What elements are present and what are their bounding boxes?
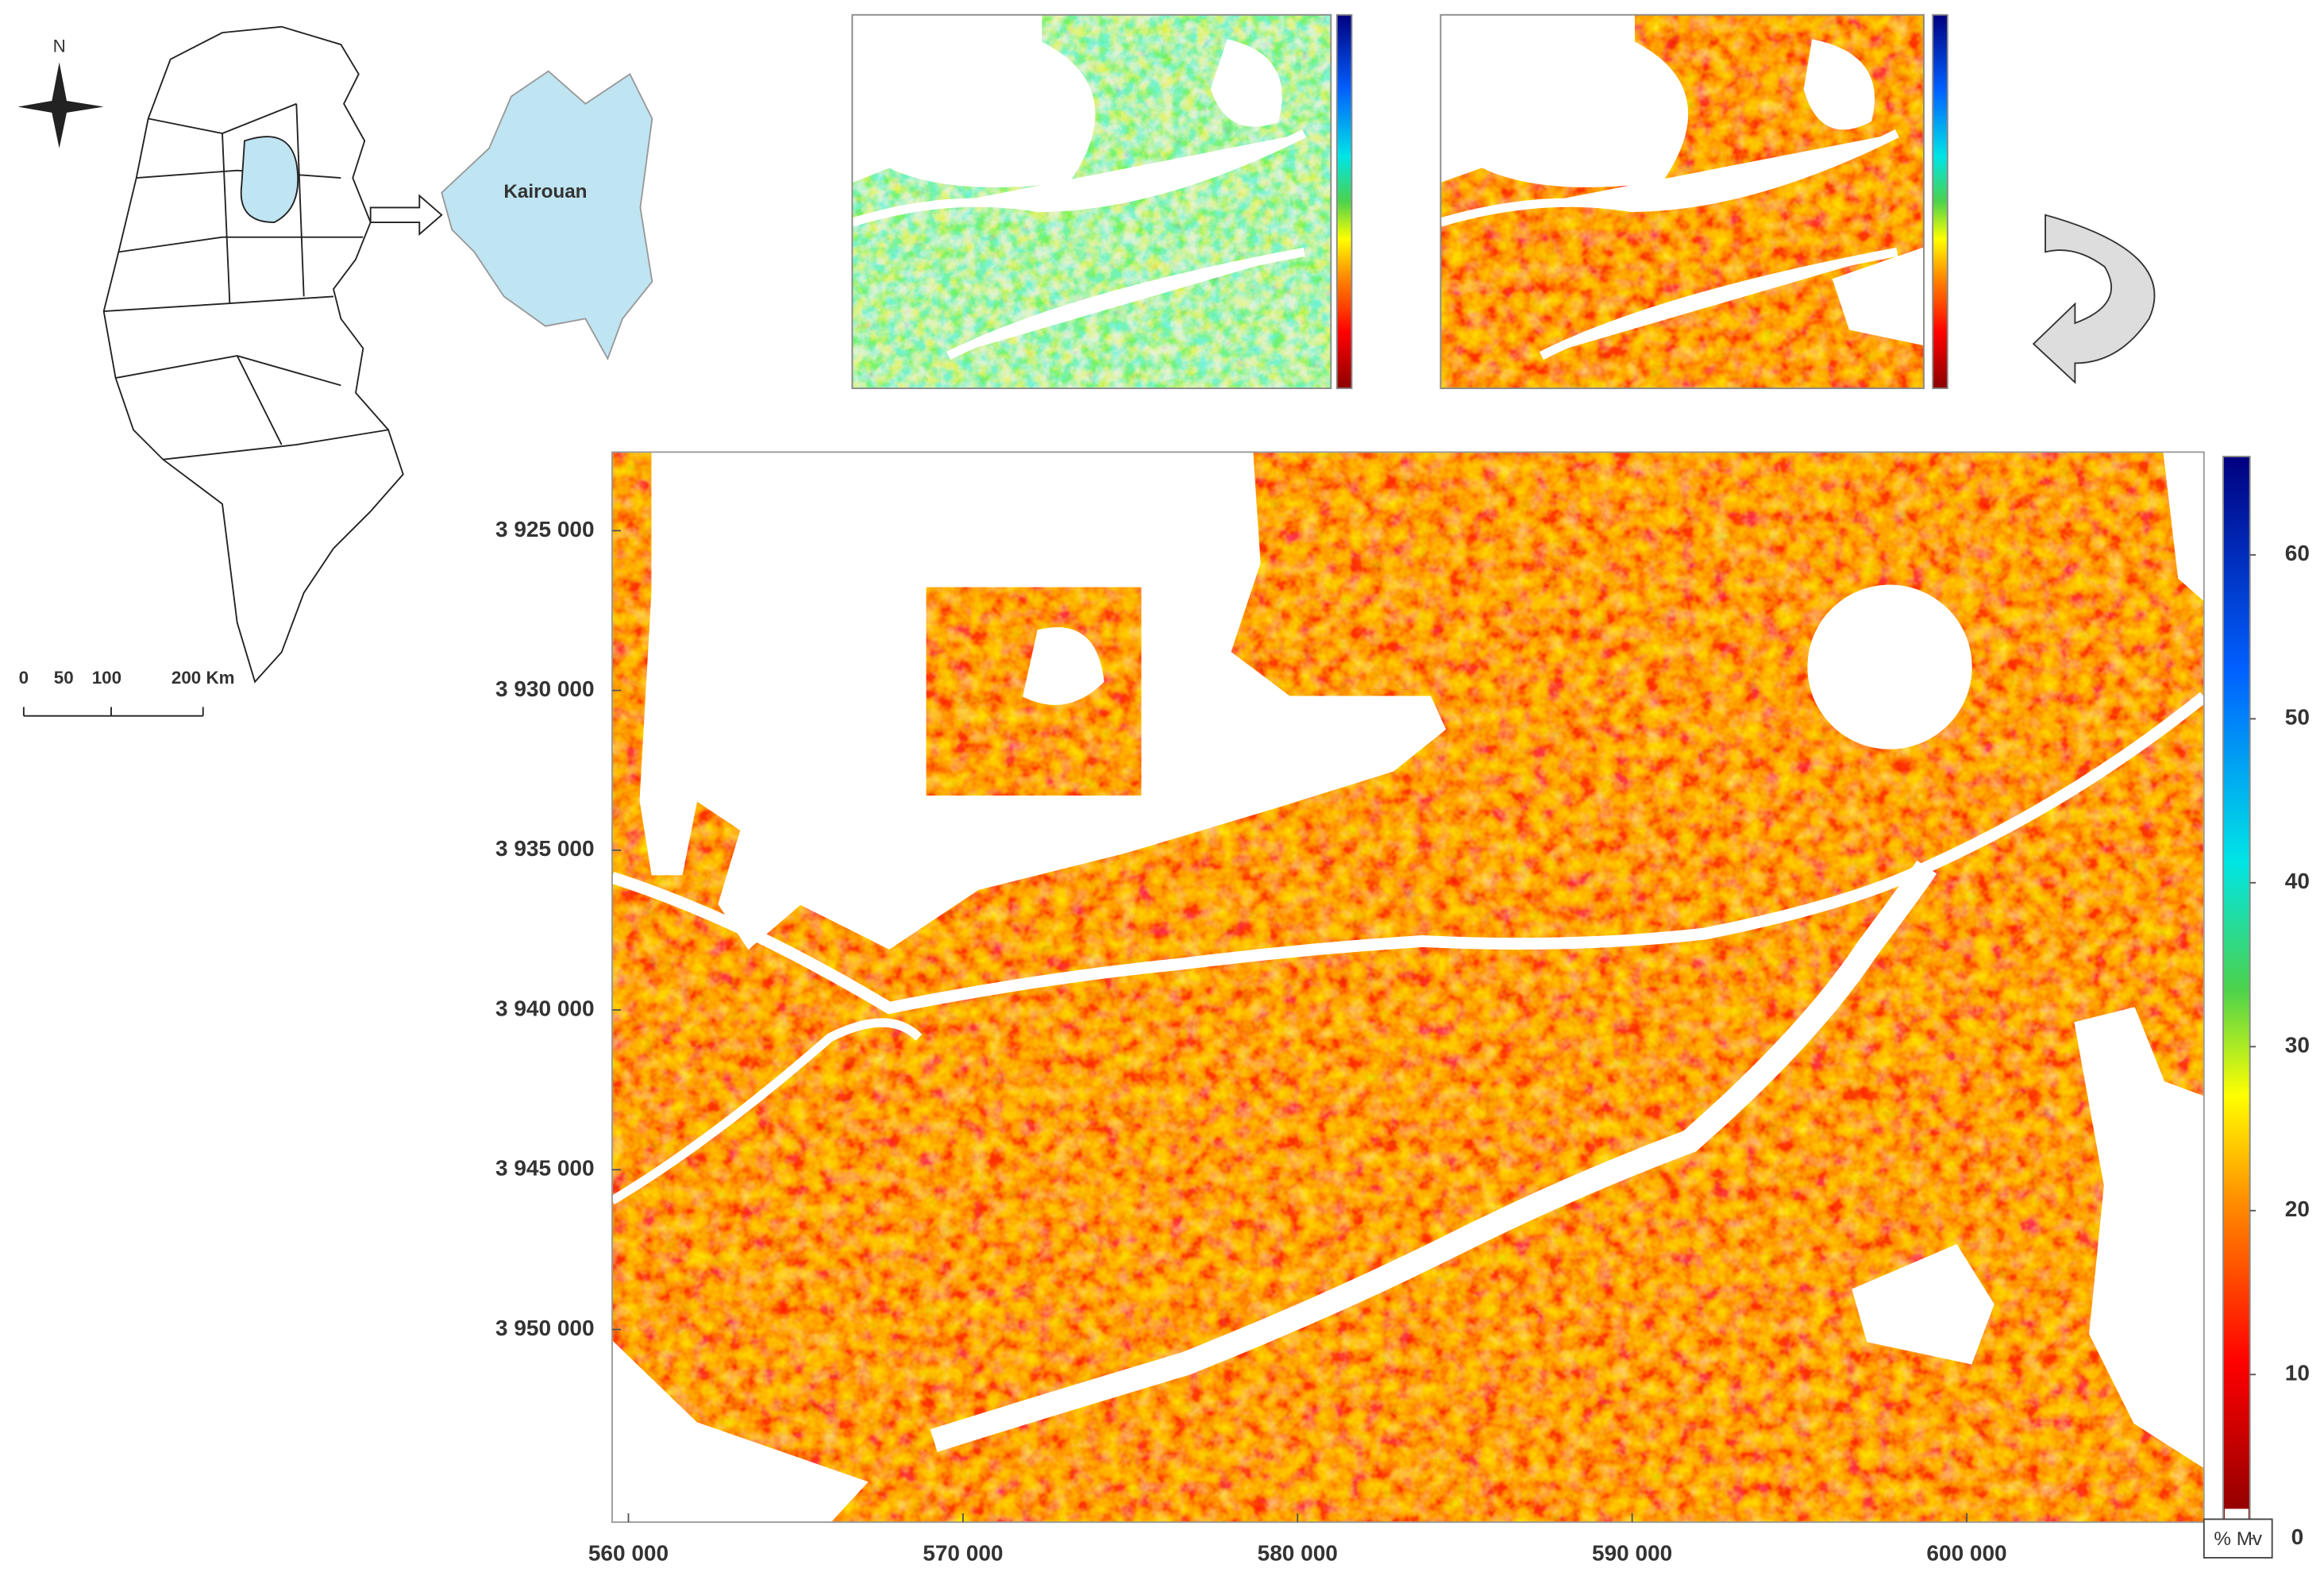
inset-map <box>847 10 1948 390</box>
x-tick-label: 590 000 <box>1592 1541 1672 1566</box>
colorbar-tick-label: 30 <box>2285 1033 2310 1058</box>
colorbar-tick-label: 60 <box>2285 541 2310 565</box>
arrow <box>369 194 443 237</box>
colorbar-tick-label: 20 <box>2285 1197 2310 1221</box>
y-tick-label: 3 950 000 <box>495 1316 595 1340</box>
scale-label: 100 <box>92 668 121 688</box>
map-frame <box>611 451 2205 1524</box>
curved-arrow <box>2032 214 2156 384</box>
y-tick-label: 3 945 000 <box>495 1156 595 1181</box>
y-tick-label: 3 935 000 <box>495 836 595 861</box>
region-label: Kairouan <box>503 181 587 202</box>
y-tick-label: 3 940 000 <box>495 996 595 1020</box>
colorbar-tick-label: 40 <box>2285 869 2310 893</box>
colorbar-tick-label: 0 <box>2291 1524 2304 1549</box>
x-tick-label: 580 000 <box>1258 1541 1338 1566</box>
scale-bar: 0 50 100 200 Km <box>19 668 235 717</box>
unit-box <box>2203 1518 2273 1559</box>
north-arrow: N <box>17 37 104 148</box>
colorbar-tick-label: 50 <box>2285 705 2310 730</box>
x-tick-label: 560 000 <box>588 1541 669 1566</box>
colorbar-tick-label: 10 <box>2285 1361 2310 1385</box>
colorbar <box>2222 456 2251 1524</box>
x-tick-label: 570 000 <box>923 1541 1003 1566</box>
scale-label: 200 Km <box>172 668 235 688</box>
north-label: N <box>53 37 66 56</box>
country-map <box>102 25 404 684</box>
y-tick-label: 3 925 000 <box>495 517 595 541</box>
region-map: Kairouan <box>441 70 653 361</box>
scale-label: 0 <box>19 668 29 688</box>
x-tick-label: 600 000 <box>1926 1541 2006 1566</box>
no-data <box>1023 627 1104 705</box>
y-tick-label: 3 930 000 <box>495 676 595 701</box>
scale-label: 50 <box>54 668 74 688</box>
main-map <box>611 452 2204 1523</box>
